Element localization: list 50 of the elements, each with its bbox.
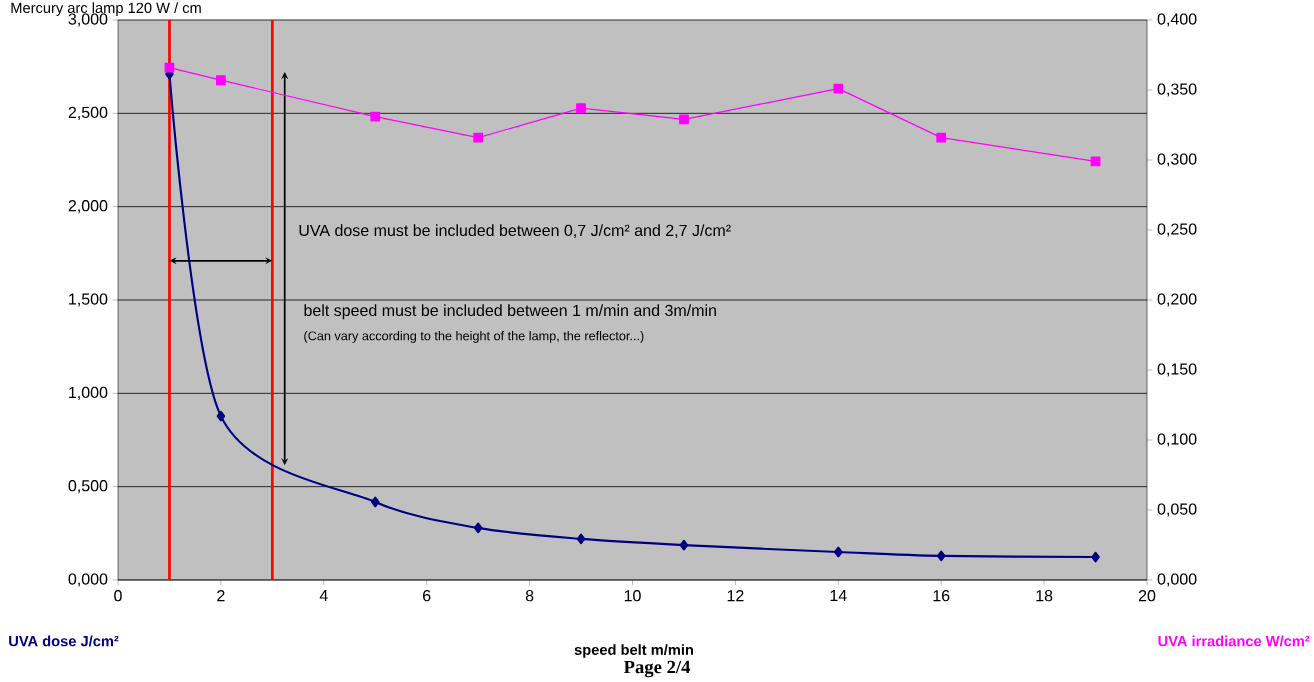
y2-tick-label: 0,150 bbox=[1157, 363, 1197, 377]
point bbox=[576, 103, 586, 114]
y2-axis-title: UVA irradiance W/cm² bbox=[1158, 635, 1310, 647]
y2-tick-label: 0,050 bbox=[1157, 503, 1197, 517]
point bbox=[370, 111, 381, 122]
x-tick-label: 2 bbox=[217, 590, 225, 602]
y-tick-label: 1,500 bbox=[69, 293, 108, 307]
y2-tick-label: 0,250 bbox=[1157, 223, 1197, 237]
annotation: (Can vary according to the height of the lamp, the reflector...) bbox=[304, 331, 644, 343]
point bbox=[164, 62, 175, 73]
y2-tick-label: 0,000 bbox=[1157, 573, 1197, 587]
point bbox=[834, 546, 843, 558]
text: Page 2/4 bbox=[623, 660, 691, 678]
point bbox=[1090, 156, 1101, 167]
point bbox=[936, 550, 946, 562]
y-tick-label: 1,000 bbox=[69, 386, 108, 400]
y2-tick-label: 0,350 bbox=[1157, 83, 1197, 97]
point bbox=[216, 410, 226, 422]
annotation: UVA dose must be included between 0,7 J/cm² and 2,7 J/cm² bbox=[299, 224, 731, 238]
point bbox=[936, 132, 947, 143]
annotation: belt speed must be included between 1 m/min and 3m/min bbox=[304, 304, 716, 320]
x-tick-label: 20 bbox=[1138, 590, 1156, 602]
y2-tick-label: 0,400 bbox=[1157, 13, 1197, 27]
y2-tick-label: 0,200 bbox=[1157, 293, 1197, 307]
x-tick-label: 0 bbox=[114, 590, 122, 602]
x-tick-label: 8 bbox=[525, 590, 534, 602]
point bbox=[833, 83, 844, 94]
point bbox=[216, 75, 226, 86]
y2-tick-label: 0,300 bbox=[1157, 153, 1197, 167]
x-tick-label: 14 bbox=[830, 590, 847, 602]
x-tick-label: 12 bbox=[727, 590, 744, 602]
y-tick-label: 2,500 bbox=[68, 106, 108, 120]
y-tick-label: 2,000 bbox=[68, 200, 108, 214]
x-axis-title: speed belt m/min bbox=[574, 644, 693, 658]
x-tick-label: 4 bbox=[319, 590, 328, 602]
x-tick-label: 10 bbox=[624, 590, 641, 602]
y-tick-label: 0,000 bbox=[68, 573, 108, 587]
point bbox=[679, 539, 689, 551]
point bbox=[370, 496, 380, 508]
point bbox=[1091, 551, 1100, 563]
point bbox=[473, 132, 484, 143]
y2-tick-label: 0,100 bbox=[1157, 433, 1197, 447]
y-tick-label: 0,500 bbox=[68, 480, 108, 494]
point bbox=[576, 533, 586, 545]
y-axis-title: UVA dose J/cm² bbox=[9, 635, 119, 647]
x-tick-label: 16 bbox=[933, 590, 950, 602]
point bbox=[473, 522, 483, 534]
x-tick-label: 6 bbox=[423, 590, 431, 602]
point bbox=[679, 114, 689, 125]
x-tick-label: 18 bbox=[1036, 590, 1053, 602]
